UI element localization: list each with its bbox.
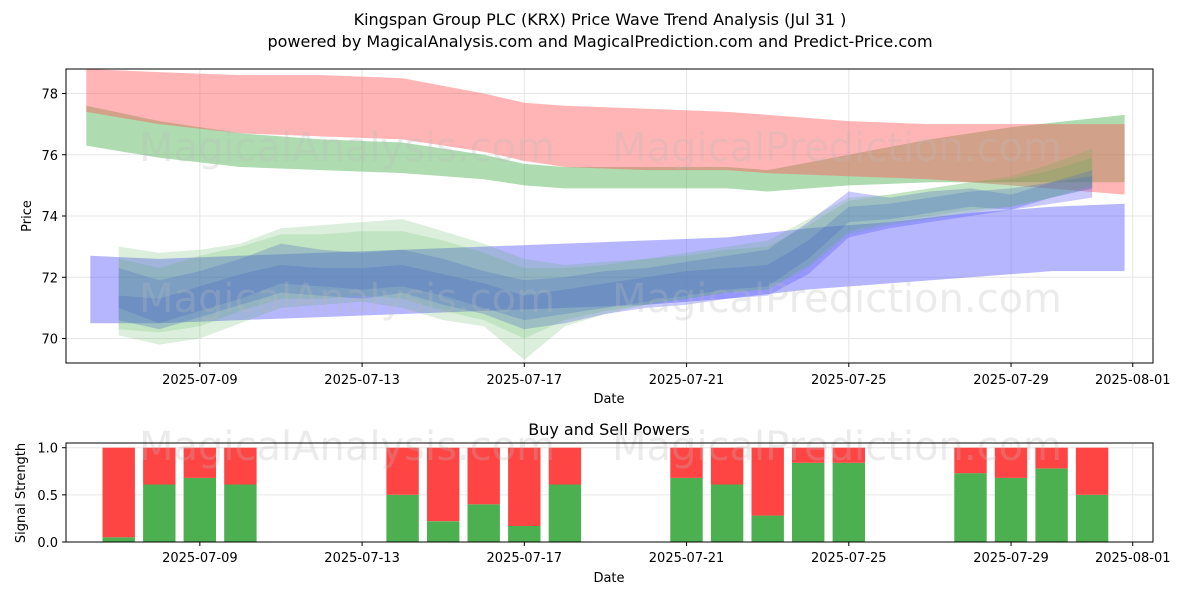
buy-sell-y-tick-label: 0.5 — [37, 489, 58, 504]
price-x-tick-label: 2025-08-01 — [1095, 373, 1171, 388]
price-y-tick-label: 70 — [41, 333, 58, 348]
buy-bar — [994, 477, 1028, 542]
buy-sell-x-tick-label: 2025-08-01 — [1095, 551, 1171, 566]
sell-bar — [994, 447, 1028, 478]
price-bands — [86, 69, 1125, 360]
buy-sell-bars — [102, 447, 1109, 542]
buy-bar — [751, 515, 784, 542]
price-x-axis-label: Date — [593, 392, 624, 407]
buy-bar — [1035, 468, 1068, 542]
buy-bar — [792, 462, 825, 542]
sell-bar — [792, 447, 825, 463]
watermark-bottom-right: MagicalPrediction.com — [612, 424, 1062, 470]
chart-subtitle: powered by MagicalAnalysis.com and Magic… — [267, 32, 932, 51]
price-axis-ticks: 2025-07-09 2025-07-13 2025-07-17 2025-07-21… — [41, 88, 1170, 389]
sell-bar — [751, 447, 784, 516]
buy-sell-x-tick-label: 2025-07-13 — [324, 551, 400, 566]
sell-bar — [427, 447, 460, 522]
buy-sell-chart: Buy and Sell Powers MagicalAnalysis.com … — [14, 420, 1171, 586]
buy-bar — [670, 477, 703, 542]
price-x-tick-label: 2025-07-25 — [811, 373, 887, 388]
price-y-tick-label: 72 — [41, 271, 58, 286]
buy-bar — [467, 504, 500, 542]
buy-sell-axis-ticks: 2025-07-09 2025-07-13 2025-07-17 2025-07-21… — [37, 442, 1170, 566]
buy-bar — [710, 484, 744, 542]
wave-blue-2-area — [118, 176, 1093, 330]
sell-bar — [224, 447, 257, 485]
sell-bar — [143, 447, 176, 485]
buy-bar — [102, 537, 135, 542]
sell-bar — [1075, 447, 1109, 495]
price-y-tick-label: 74 — [41, 210, 58, 225]
price-x-tick-label: 2025-07-29 — [973, 373, 1049, 388]
green-band-area — [86, 105, 1125, 192]
sell-bar — [954, 447, 987, 474]
watermark-bottom-left: MagicalAnalysis.com — [139, 424, 555, 470]
sell-bar — [508, 447, 541, 526]
price-wave-chart: MagicalAnalysis.com MagicalPrediction.co… — [20, 68, 1171, 407]
buy-bar — [1075, 494, 1109, 542]
buy-bar — [548, 484, 582, 542]
buy-bar — [427, 521, 460, 542]
buy-sell-x-tick-label: 2025-07-09 — [162, 551, 238, 566]
buy-bar — [508, 526, 541, 542]
price-x-tick-label: 2025-07-17 — [487, 373, 563, 388]
blue-band-area — [90, 203, 1125, 324]
price-x-tick-label: 2025-07-13 — [324, 373, 400, 388]
sell-bar — [832, 447, 865, 463]
wave-green-1-area — [118, 157, 1093, 360]
sell-bar — [710, 447, 744, 485]
buy-sell-y-tick-label: 0.0 — [37, 536, 58, 551]
sell-bar — [670, 447, 703, 478]
buy-sell-plot-frame — [65, 442, 1154, 543]
chart-title: Kingspan Group PLC (KRX) Price Wave Tren… — [354, 10, 847, 29]
buy-sell-title: Buy and Sell Powers — [528, 420, 690, 439]
price-x-tick-label: 2025-07-21 — [649, 373, 725, 388]
wave-blue-1-area — [118, 170, 1093, 324]
sell-bar — [386, 447, 419, 495]
buy-bar — [954, 473, 987, 542]
price-y-tick-label: 76 — [41, 149, 58, 164]
sell-bar — [102, 447, 135, 538]
sell-bar — [183, 447, 216, 478]
wave-green-2-area — [118, 148, 1093, 339]
watermark-top-right: MagicalPrediction.com — [612, 125, 1062, 171]
buy-sell-x-tick-label: 2025-07-17 — [487, 551, 563, 566]
buy-sell-x-tick-label: 2025-07-25 — [811, 551, 887, 566]
buy-sell-y-axis-label: Signal Strength — [14, 443, 29, 543]
buy-bar — [832, 462, 865, 542]
price-y-tick-label: 78 — [41, 88, 58, 103]
sell-bar — [1035, 447, 1068, 469]
buy-bar — [143, 484, 176, 542]
watermark-top-left: MagicalAnalysis.com — [139, 125, 555, 171]
watermark-mid-right: MagicalPrediction.com — [612, 276, 1062, 322]
buy-sell-x-tick-label: 2025-07-21 — [649, 551, 725, 566]
price-y-axis-label: Price — [20, 200, 35, 232]
sell-bar — [548, 447, 582, 485]
buy-bar — [386, 494, 419, 542]
watermark-mid-left: MagicalAnalysis.com — [139, 276, 555, 322]
red-band-area — [86, 69, 1125, 195]
buy-bar — [224, 484, 257, 542]
buy-sell-y-tick-label: 1.0 — [37, 442, 58, 457]
buy-sell-x-axis-label: Date — [593, 571, 624, 586]
price-x-tick-label: 2025-07-09 — [162, 373, 238, 388]
price-grid — [66, 69, 1153, 363]
buy-sell-x-tick-label: 2025-07-29 — [973, 551, 1049, 566]
buy-bar — [183, 477, 216, 542]
sell-bar — [467, 447, 500, 505]
